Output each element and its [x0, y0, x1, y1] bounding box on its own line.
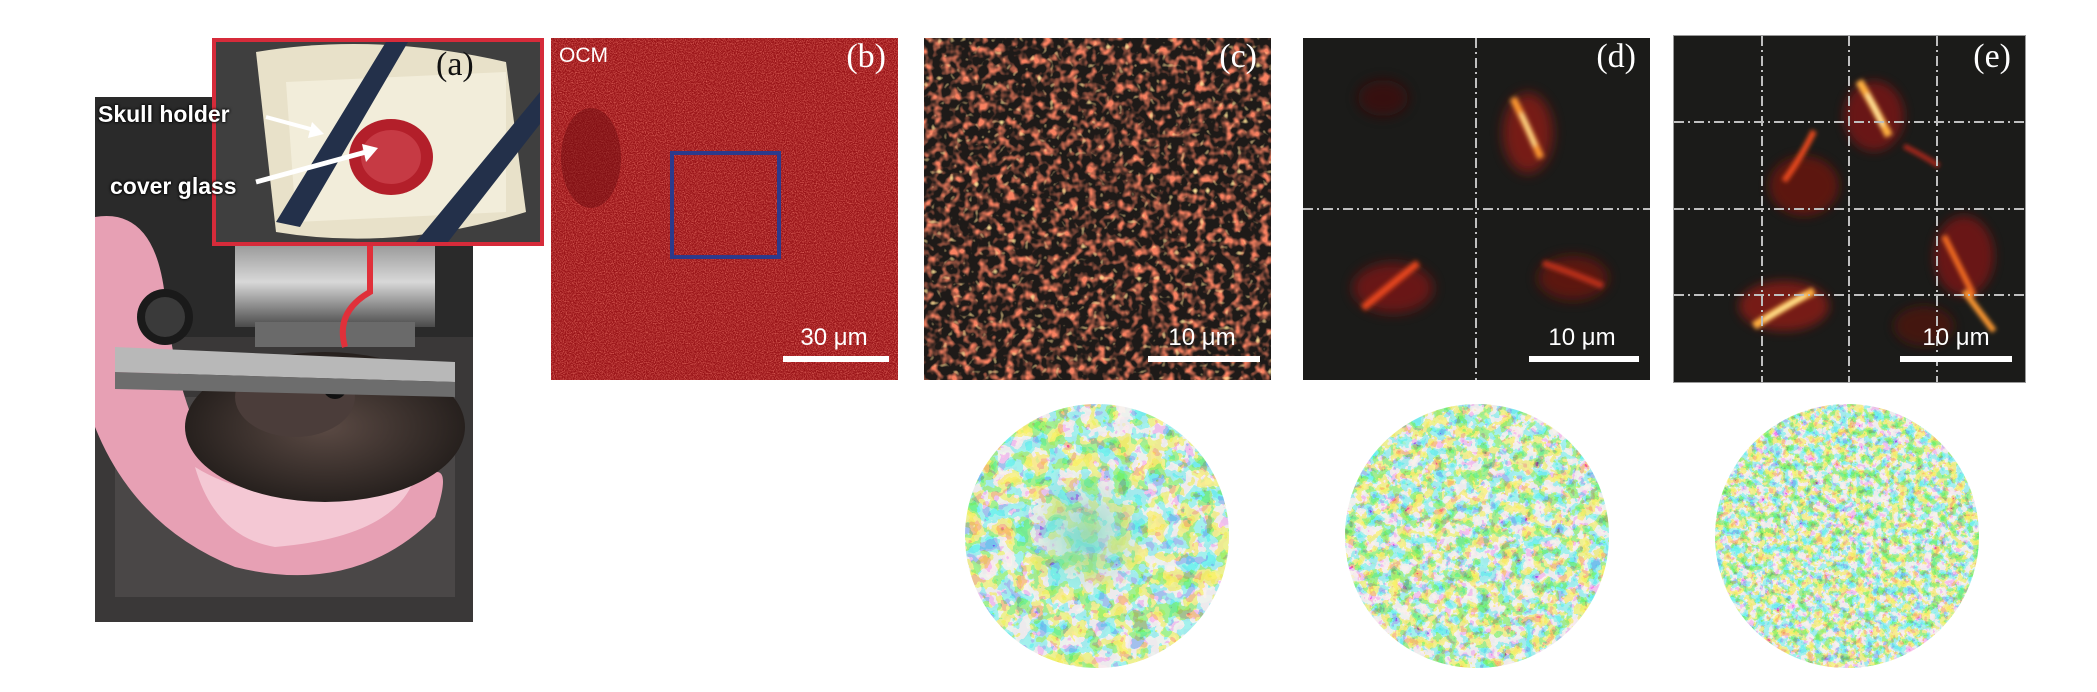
- scale-e-text: 10 μm: [1922, 324, 1990, 351]
- panel-a-inset: (a): [212, 38, 544, 246]
- scale-c-bar: [1148, 356, 1260, 362]
- guide-star-image-4: [1303, 38, 1650, 380]
- skull-holder-label: Skull holder: [98, 101, 230, 127]
- ocm-image: [551, 38, 898, 380]
- panel-e-letter: (e): [1973, 38, 2011, 75]
- speckle-image: [924, 38, 1271, 380]
- scale-d-bar: [1529, 356, 1639, 362]
- phase-map-e: [1715, 404, 1979, 668]
- phase-map-d: [1345, 404, 1609, 668]
- panel-d-letter: (d): [1596, 38, 1636, 75]
- panel-e-image: (e) 10 μm: [1673, 35, 2026, 383]
- phase-map-c: [965, 404, 1229, 668]
- phase-map-d-image: [1345, 404, 1609, 668]
- scale-b-text: 30 μm: [800, 324, 868, 351]
- panel-c-letter: (c): [1219, 38, 1257, 75]
- guide-star-image-16: [1674, 36, 2025, 382]
- scale-d-text: 10 μm: [1548, 324, 1616, 351]
- inset-photo: [216, 42, 540, 242]
- panel-d-image: (d) 10 μm: [1303, 38, 1650, 380]
- ocm-label: OCM: [559, 44, 608, 67]
- panel-b-letter: (b): [846, 38, 886, 75]
- phase-map-c-image: [965, 404, 1229, 668]
- roi-box: [670, 151, 781, 259]
- scale-b-bar: [783, 356, 889, 362]
- scale-e-bar: [1900, 356, 2012, 362]
- phase-map-e-image: [1715, 404, 1979, 668]
- panel-c-image: (c) 10 μm: [924, 38, 1271, 380]
- scale-c-text: 10 μm: [1168, 324, 1236, 351]
- panel-a-letter: (a): [436, 46, 474, 83]
- panel-b-ocm: OCM (b) 30 μm: [551, 38, 898, 380]
- cover-glass-label: cover glass: [110, 173, 237, 199]
